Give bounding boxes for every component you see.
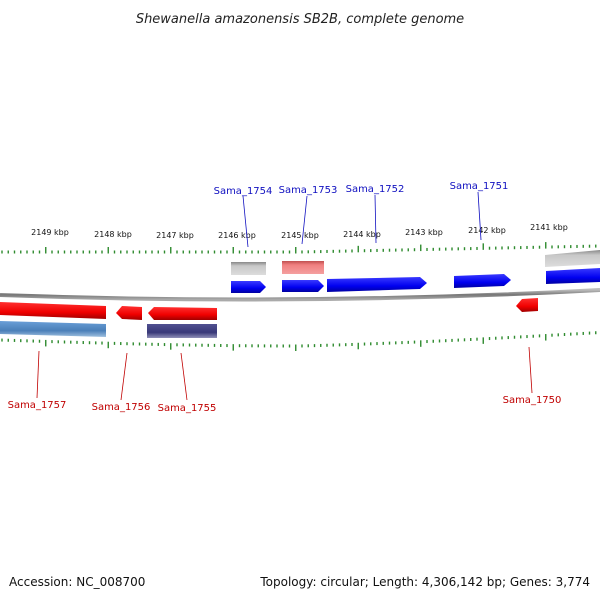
scale-tick-label: 2143 kbp [405, 228, 443, 237]
gene-label-sama-1753[interactable]: Sama_1753 [279, 185, 338, 196]
plus-gene-labels: Sama_1754 Sama_1753 Sama_1752 Sama_1751 [214, 181, 509, 248]
feature-navy-minus[interactable] [147, 324, 217, 338]
gene-sama-1757-arrow[interactable] [0, 302, 106, 319]
gene-sama-1752-arrow[interactable] [327, 277, 427, 292]
genome-backbone [0, 288, 600, 302]
minus-strand-features [0, 298, 538, 338]
gene-sama-1753-arrow[interactable] [282, 280, 324, 292]
scale-tick-label: 2142 kbp [468, 226, 506, 235]
scale-tick-label: 2149 kbp [31, 228, 69, 237]
scale-ruler-bottom [1, 331, 597, 351]
map-title: Shewanella amazonensis SB2B, complete ge… [136, 12, 464, 27]
gene-label-sama-1751[interactable]: Sama_1751 [450, 181, 509, 192]
feature-blue-minus[interactable] [0, 321, 106, 337]
gene-label-sama-1756[interactable]: Sama_1756 [92, 402, 151, 413]
gene-sama-1756-arrow[interactable] [116, 306, 142, 320]
gene-sama-1755-arrow[interactable] [148, 307, 217, 320]
scale-tick-label: 2147 kbp [156, 231, 194, 240]
gene-label-sama-1757[interactable]: Sama_1757 [8, 400, 67, 411]
gene-plus-right-arrow[interactable] [546, 268, 600, 284]
feature-grey-plus-right[interactable] [545, 250, 600, 267]
accession-text: Accession: NC_008700 [9, 575, 145, 589]
gene-label-sama-1754[interactable]: Sama_1754 [214, 186, 273, 197]
gene-sama-1750-arrow[interactable] [516, 298, 538, 312]
gene-label-sama-1752[interactable]: Sama_1752 [346, 184, 405, 195]
scale-tick-label: 2145 kbp [281, 231, 319, 240]
gene-label-sama-1755[interactable]: Sama_1755 [158, 403, 217, 414]
scale-tick-label: 2141 kbp [530, 223, 568, 232]
feature-pink-plus[interactable] [282, 261, 324, 274]
scale-tick-labels: 2149 kbp 2148 kbp 2147 kbp 2146 kbp 2145 kbp… [31, 223, 568, 240]
scale-tick-label: 2148 kbp [94, 230, 132, 239]
scale-tick-label: 2146 kbp [218, 231, 256, 240]
gene-sama-1754-arrow[interactable] [231, 281, 266, 293]
plus-strand-features [231, 250, 600, 293]
scale-ruler-top [1, 242, 597, 254]
gene-label-sama-1750[interactable]: Sama_1750 [503, 395, 562, 406]
genome-stats-text: Topology: circular; Length: 4,306,142 bp… [259, 575, 590, 589]
scale-tick-label: 2144 kbp [343, 230, 381, 239]
minus-gene-labels: Sama_1757 Sama_1756 Sama_1755 Sama_1750 [8, 346, 562, 414]
feature-grey-plus[interactable] [231, 262, 266, 275]
gene-sama-1751-arrow[interactable] [454, 274, 511, 288]
